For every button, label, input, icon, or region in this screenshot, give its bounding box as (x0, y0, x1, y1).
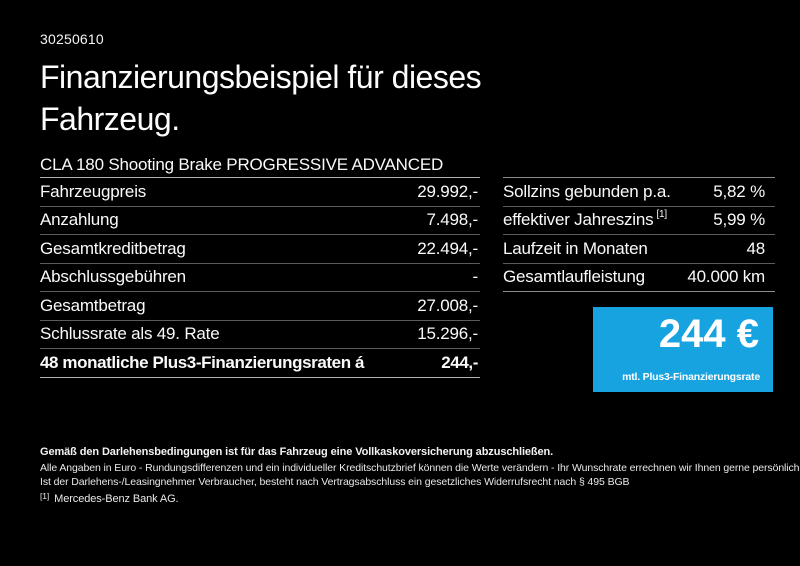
row-value: 244,- (441, 352, 478, 372)
footnote-ref: [1] (656, 208, 667, 220)
table-row-gesamtkreditbetrag: Gesamtkreditbetrag 22.494,- (40, 235, 480, 264)
row-value: 22.494,- (417, 238, 478, 258)
disclaimer-line-1: Alle Angaben in Euro - Rundungsdifferenz… (40, 462, 800, 474)
row-label: effektiver Jahreszins (503, 210, 654, 230)
row-label: Fahrzeugpreis (40, 181, 147, 201)
insurance-note: Gemäß den Darlehensbedingungen ist für d… (40, 446, 554, 458)
row-label: Gesamtbetrag (40, 295, 146, 315)
row-value: 29.992,- (417, 181, 478, 201)
row-value: 40.000 km (687, 267, 765, 287)
table-row-sollzins: Sollzins gebunden p.a. 5,82 % (503, 178, 775, 207)
row-value: 5,99 % (713, 210, 765, 230)
monthly-rate-box: 244 € mtl. Plus3-Finanzierungsrate (593, 307, 773, 392)
row-value: - (472, 267, 479, 287)
table-row-fahrzeugpreis: Fahrzeugpreis 29.992,- (40, 178, 480, 207)
table-row-monatsraten: 48 monatliche Plus3-Finanzierungsraten á… (40, 349, 480, 378)
row-label: Gesamtkreditbetrag (40, 238, 186, 258)
row-label: Laufzeit in Monaten (503, 238, 648, 258)
row-value: 7.498,- (426, 210, 478, 230)
row-value: 48 (746, 238, 765, 258)
row-label: Gesamtlaufleistung (503, 267, 645, 287)
row-value: 27.008,- (417, 295, 478, 315)
row-label: Abschlussgebühren (40, 267, 186, 287)
monthly-rate-caption: mtl. Plus3-Finanzierungsrate (622, 371, 760, 383)
table-row-anzahlung: Anzahlung 7.498,- (40, 207, 480, 235)
conditions-table: Sollzins gebunden p.a. 5,82 % effektiver… (503, 177, 775, 292)
table-row-effektiver-jahreszins: effektiver Jahreszins [1] 5,99 % (503, 207, 775, 235)
row-label: Schlussrate als 49. Rate (40, 324, 220, 344)
footnote-text: Mercedes-Benz Bank AG. (54, 493, 179, 505)
row-label: Anzahlung (40, 210, 119, 230)
document-number: 30250610 (40, 31, 104, 47)
row-label: 48 monatliche Plus3-Finanzierungsraten á (40, 352, 365, 372)
footnote: [1] Mercedes-Benz Bank AG. (40, 491, 179, 505)
table-row-gesamtbetrag: Gesamtbetrag 27.008,- (40, 292, 480, 321)
page-title: Finanzierungsbeispiel für dieses Fahrzeu… (40, 59, 482, 137)
financing-table: Fahrzeugpreis 29.992,- Anzahlung 7.498,-… (40, 177, 480, 378)
table-row-schlussrate: Schlussrate als 49. Rate 15.296,- (40, 321, 480, 349)
row-label: Sollzins gebunden p.a. (503, 181, 671, 201)
vehicle-name: CLA 180 Shooting Brake PROGRESSIVE ADVAN… (40, 155, 444, 174)
row-value: 5,82 % (713, 181, 765, 201)
monthly-rate-amount: 244 € (658, 312, 759, 356)
footnote-marker: [1] (40, 491, 50, 501)
table-row-abschlussgebuehren: Abschlussgebühren - (40, 264, 480, 292)
disclaimer-line-2: Ist der Darlehens-/Leasingnehmer Verbrau… (40, 476, 630, 488)
table-row-gesamtlaufleistung: Gesamtlaufleistung 40.000 km (503, 264, 775, 292)
row-value: 15.296,- (417, 324, 478, 344)
table-row-laufzeit: Laufzeit in Monaten 48 (503, 235, 775, 264)
